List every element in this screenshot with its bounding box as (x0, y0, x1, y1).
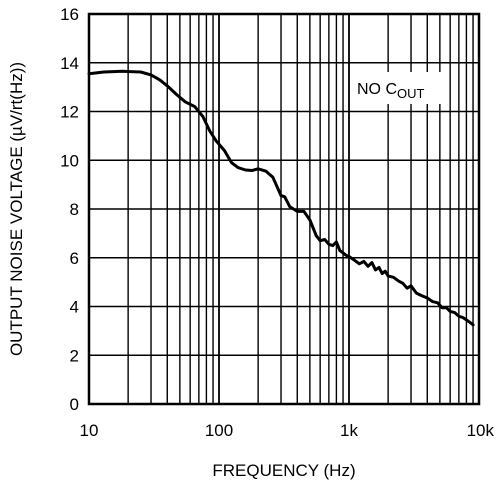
y-tick-label: 12 (60, 103, 79, 122)
y-tick-label: 0 (70, 395, 79, 414)
x-axis-title: FREQUENCY (Hz) (212, 461, 355, 480)
y-tick-label: 2 (70, 346, 79, 365)
x-tick-label: 100 (205, 421, 233, 440)
y-tick-label: 10 (60, 151, 79, 170)
y-tick-labels: 0 2 4 6 8 10 12 14 16 (60, 5, 79, 414)
y-tick-label: 6 (70, 249, 79, 268)
x-tick-label: 10 (80, 421, 99, 440)
plot-frame (87, 12, 481, 406)
x-tick-labels: 10 100 1k 10k (80, 421, 495, 440)
grid-lines (89, 14, 479, 404)
y-axis-title: OUTPUT NOISE VOLTAGE (µV/rt(Hz)) (7, 62, 26, 356)
no-cout-annotation: NO COUT (357, 81, 425, 101)
y-tick-label: 14 (60, 54, 79, 73)
y-tick-label: 16 (60, 5, 79, 24)
y-tick-label: 4 (70, 298, 79, 317)
annotation-background (352, 72, 444, 104)
y-tick-label: 8 (70, 200, 79, 219)
annotation-main: NO C (357, 81, 397, 98)
x-tick-label: 10k (467, 421, 495, 440)
x-tick-label: 1k (340, 421, 358, 440)
noise-curve (87, 69, 475, 327)
annotation-subscript: OUT (397, 86, 425, 101)
